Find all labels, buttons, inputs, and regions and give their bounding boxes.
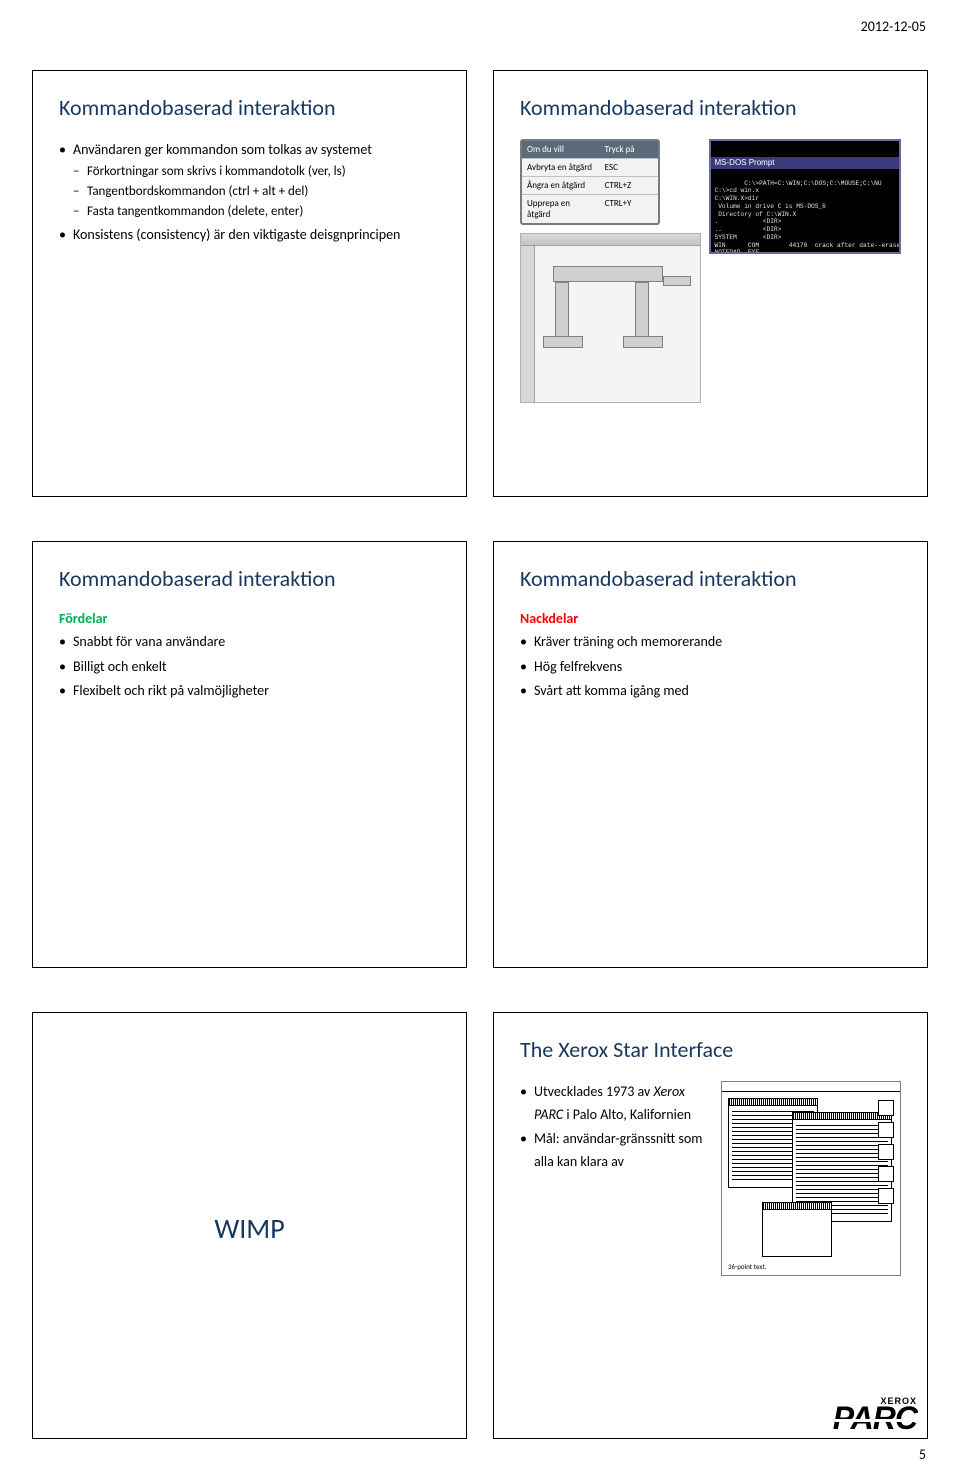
xs-desktop-icon	[878, 1100, 894, 1116]
xs-desktop-icon	[878, 1144, 894, 1160]
cad-column	[635, 282, 649, 337]
bullet-item: Flexibelt och rikt på valmöjligheter	[59, 680, 440, 702]
bullet-list: Kräver träning och memorerande Hög felfr…	[520, 631, 901, 702]
bullet-text-post: i Palo Alto, Kalifornien	[563, 1106, 691, 1123]
xs-desktop-icon	[878, 1122, 894, 1138]
terminal-text: C:\>PATH=C:\WIN;C:\DOS;C:\MOUSE;C:\NU C:…	[715, 180, 901, 255]
bullet-item: Mål: användar-gränssnitt som alla kan kl…	[520, 1128, 707, 1173]
table-row: Upprepa en åtgärd CTRL+Y	[522, 194, 658, 223]
table-header-cell: Tryck på	[600, 141, 658, 158]
bullet-item: Snabbt för vana användare	[59, 631, 440, 653]
bullet-item: Användaren ger kommandon som tolkas av s…	[59, 139, 440, 222]
bullet-item: Kräver träning och memorerande	[520, 631, 901, 653]
table-cell: Ångra en åtgärd	[522, 177, 600, 194]
bullet-item: Hög felfrekvens	[520, 656, 901, 678]
slide-2-images: Om du vill Tryck på Avbryta en åtgärd ES…	[520, 139, 901, 403]
xs-desktop-icon	[878, 1166, 894, 1182]
xs-window-titlebar	[793, 1113, 891, 1120]
bullet-list: Användaren ger kommandon som tolkas av s…	[59, 139, 440, 246]
xs-menubar	[722, 1082, 900, 1092]
cad-toolbar	[521, 234, 700, 246]
sub-bullet: Fasta tangentkommandon (delete, enter)	[73, 202, 440, 222]
slide-title: Kommandobaserad interaktion	[520, 566, 901, 592]
table-cell: Upprepa en åtgärd	[522, 195, 600, 223]
slide-6-text: Utvecklades 1973 av Xerox PARC i Palo Al…	[520, 1081, 707, 1276]
table-header: Om du vill Tryck på	[522, 141, 658, 158]
xs-window-titlebar	[729, 1099, 817, 1106]
page-number: 5	[919, 1446, 926, 1463]
cad-side-toolbar	[521, 246, 535, 402]
bullet-text: Användaren ger kommandon som tolkas av s…	[73, 141, 372, 158]
xs-window-titlebar	[763, 1203, 831, 1210]
table-cell: CTRL+Y	[600, 195, 658, 223]
page-date: 2012-12-05	[861, 18, 926, 35]
sub-bullet: Förkortningar som skrivs i kommandotolk …	[73, 162, 440, 182]
table-row: Ångra en åtgärd CTRL+Z	[522, 176, 658, 194]
slide-3: Kommandobaserad interaktion Fördelar Sna…	[32, 541, 467, 968]
slide-5: WIMP	[32, 1012, 467, 1439]
xs-desktop-icon	[878, 1188, 894, 1204]
parc-logo: XEROX PARC	[833, 1396, 917, 1432]
bullet-item: Billigt och enkelt	[59, 656, 440, 678]
fordelar-label: Fördelar	[59, 610, 440, 627]
bullet-item: Svårt att komma igång med	[520, 680, 901, 702]
bullet-list: Snabbt för vana användare Billigt och en…	[59, 631, 440, 702]
wimp-title: WIMP	[59, 1037, 440, 1420]
bullet-item: Konsistens (consistency) är den viktigas…	[59, 224, 440, 246]
slide-title: Kommandobaserad interaktion	[59, 566, 440, 592]
slide-6: The Xerox Star Interface Utvecklades 197…	[493, 1012, 928, 1439]
bullet-text-pre: Utvecklades 1973 av	[534, 1083, 654, 1100]
cad-screenshot	[520, 233, 701, 403]
slide-4: Kommandobaserad interaktion Nackdelar Kr…	[493, 541, 928, 968]
nackdelar-label: Nackdelar	[520, 610, 901, 627]
cad-base	[623, 336, 663, 348]
parc-logo-main: PARC	[833, 1406, 917, 1432]
keyboard-shortcuts-table: Om du vill Tryck på Avbryta en åtgärd ES…	[520, 139, 660, 225]
slide-2: Kommandobaserad interaktion Om du vill T…	[493, 70, 928, 497]
sub-bullet: Tangentbordskommandon (ctrl + alt + del)	[73, 182, 440, 202]
xs-window	[762, 1202, 832, 1257]
sub-bullet-list: Förkortningar som skrivs i kommandotolk …	[73, 162, 440, 222]
xs-caption: 36-point text.	[728, 1262, 767, 1271]
slide-grid: Kommandobaserad interaktion Användaren g…	[0, 0, 960, 1479]
table-cell: ESC	[600, 159, 658, 176]
table-header-cell: Om du vill	[522, 141, 600, 158]
xerox-star-screenshot: 36-point text.	[721, 1081, 901, 1276]
cad-column	[555, 282, 569, 337]
slide-title: Kommandobaserad interaktion	[520, 95, 901, 121]
bullet-list: Utvecklades 1973 av Xerox PARC i Palo Al…	[520, 1081, 707, 1173]
slide-6-row: Utvecklades 1973 av Xerox PARC i Palo Al…	[520, 1081, 901, 1276]
dos-terminal: MS-DOS Prompt C:\>PATH=C:\WIN;C:\DOS;C:\…	[709, 139, 902, 254]
slide-1: Kommandobaserad interaktion Användaren g…	[32, 70, 467, 497]
cad-beam	[663, 276, 691, 286]
cad-beam	[553, 266, 663, 282]
slide-title: The Xerox Star Interface	[520, 1037, 901, 1063]
table-cell: CTRL+Z	[600, 177, 658, 194]
slide-title: Kommandobaserad interaktion	[59, 95, 440, 121]
slide-2-left-col: Om du vill Tryck på Avbryta en åtgärd ES…	[520, 139, 701, 403]
bullet-item: Utvecklades 1973 av Xerox PARC i Palo Al…	[520, 1081, 707, 1126]
table-cell: Avbryta en åtgärd	[522, 159, 600, 176]
terminal-titlebar: MS-DOS Prompt	[711, 157, 900, 169]
cad-base	[543, 336, 583, 348]
cad-canvas	[535, 246, 700, 402]
table-row: Avbryta en åtgärd ESC	[522, 158, 658, 176]
